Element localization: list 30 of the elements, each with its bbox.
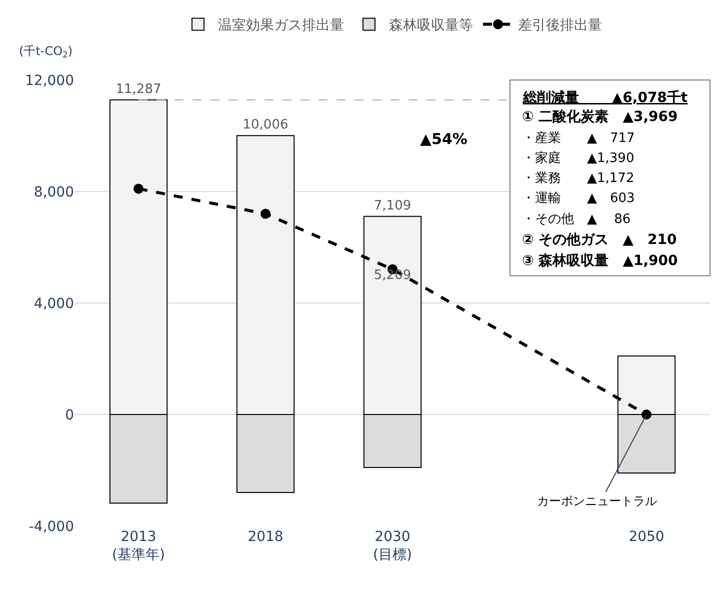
legend-label: 差引後排出量 [518, 18, 602, 34]
legend-label: 森林吸収量等 [389, 18, 473, 34]
annotation: ② その他ガス ▲ 210 [522, 232, 677, 248]
x-tick-label: 2030 (目標) [373, 529, 412, 564]
point [260, 208, 270, 219]
data-label: 7,109 [374, 198, 412, 214]
x-tick-label: 2018 [248, 529, 284, 545]
y-tick-label: 4,000 [34, 296, 74, 312]
data-label: 11,287 [116, 82, 162, 97]
annotation: ・家庭 ▲1,390 [522, 150, 634, 166]
x-tick-label: 2013 (基準年) [112, 529, 165, 564]
y-tick-label: -4,000 [28, 518, 74, 535]
y-tick-label: 0 [65, 407, 74, 424]
point [134, 184, 144, 194]
annotation: ③ 森林吸収量 ▲1,900 [522, 253, 678, 269]
annotation: ① 二酸化炭素 ▲3,969 [522, 109, 678, 125]
annotation: ▲54% [420, 130, 468, 148]
annotation: ・産業 ▲ 717 [522, 130, 635, 146]
annotation: ・運輸 ▲ 603 [522, 191, 635, 206]
x-tick-label: 2050 [628, 529, 664, 545]
y-tick-label: 8,000 [34, 184, 74, 200]
annotation: カーボンニュートラル [537, 494, 657, 508]
annotation: ・業務 ▲1,172 [522, 171, 634, 186]
legend-label: 温室効果ガス排出量 [218, 18, 344, 34]
data-label: 5,209 [374, 268, 412, 284]
point [642, 410, 652, 420]
data-label: 10,006 [242, 118, 288, 133]
y-axis-title: (千t-CO$_{2}$) [19, 44, 73, 60]
y-tick-label: 12,000 [25, 72, 74, 89]
annotation: ・その他 ▲ 86 [522, 212, 631, 227]
